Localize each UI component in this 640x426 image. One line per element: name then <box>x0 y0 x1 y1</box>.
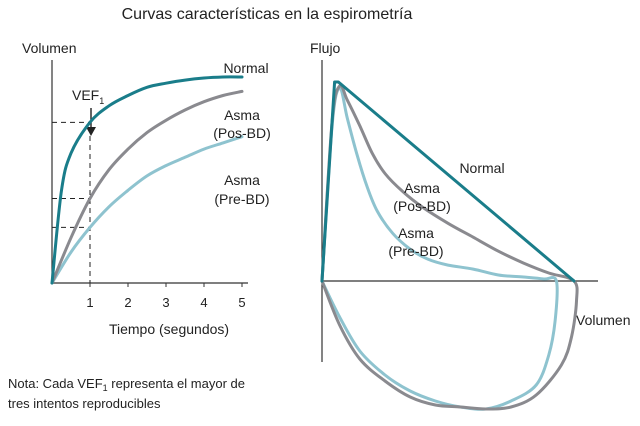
vt-series-normal <box>50 75 244 285</box>
fv-legend-normal: Normal <box>459 160 504 176</box>
footnote-line-1: Nota: Cada VEF1 representa el mayor de <box>8 376 245 393</box>
vef1-subscript: 1 <box>99 96 104 106</box>
flow-volume-chart: Flujo Volumen Normal Asma (Pos-BD) Asma … <box>310 40 630 411</box>
vef1-annotation-label: VEF1 <box>72 87 104 106</box>
vt-legend-pos-bd-1: Asma <box>224 107 260 123</box>
vt-x-tick-label: 3 <box>162 295 169 310</box>
fv-legend-pos-bd-2: (Pos-BD) <box>393 198 451 214</box>
fv-legend-pos-bd-1: Asma <box>404 180 440 196</box>
fv-series-asma-pos-bd <box>320 83 579 411</box>
figure-title: Curvas características en la espirometrí… <box>122 6 413 23</box>
vt-x-tick-label: 2 <box>124 295 131 310</box>
fv-x-label: Volumen <box>576 312 630 328</box>
vt-x-tick-label: 1 <box>86 295 93 310</box>
vt-curves <box>50 75 244 285</box>
fv-legend-pre-bd-1: Asma <box>398 225 434 241</box>
vt-y-label: Volumen <box>22 40 76 56</box>
fv-legend-pre-bd-2: (Pre-BD) <box>388 243 443 259</box>
vt-x-label: Tiempo (segundos) <box>109 321 229 337</box>
vt-guide-lines <box>52 121 91 283</box>
fv-series-asma-pre-bd <box>320 86 559 411</box>
vt-legend-pos-bd-2: (Pos-BD) <box>213 125 271 141</box>
vt-series-asma-pre-bd <box>50 135 244 285</box>
fv-curves <box>320 80 579 411</box>
vt-x-tick-label: 4 <box>200 295 207 310</box>
vef1-arrow-head <box>86 127 96 136</box>
fv-y-label: Flujo <box>310 40 341 56</box>
vt-legend-normal: Normal <box>223 60 268 76</box>
footnote-pre: Nota: Cada VEF <box>8 376 103 391</box>
footnote-line-2: tres intentos reproducibles <box>8 396 161 411</box>
footnote-post: representa el mayor de <box>108 376 245 391</box>
fv-series-normal <box>320 80 576 283</box>
vt-x-ticks: 1 2 3 4 5 <box>86 283 246 310</box>
vt-series-asma-pos-bd <box>50 89 244 285</box>
vt-legend-pre-bd-2: (Pre-BD) <box>214 191 269 207</box>
vt-x-tick-label: 5 <box>238 295 245 310</box>
vef1-text: VEF <box>72 87 99 103</box>
vt-legend-pre-bd-1: Asma <box>224 172 260 188</box>
footnote-subscript: 1 <box>103 383 108 393</box>
